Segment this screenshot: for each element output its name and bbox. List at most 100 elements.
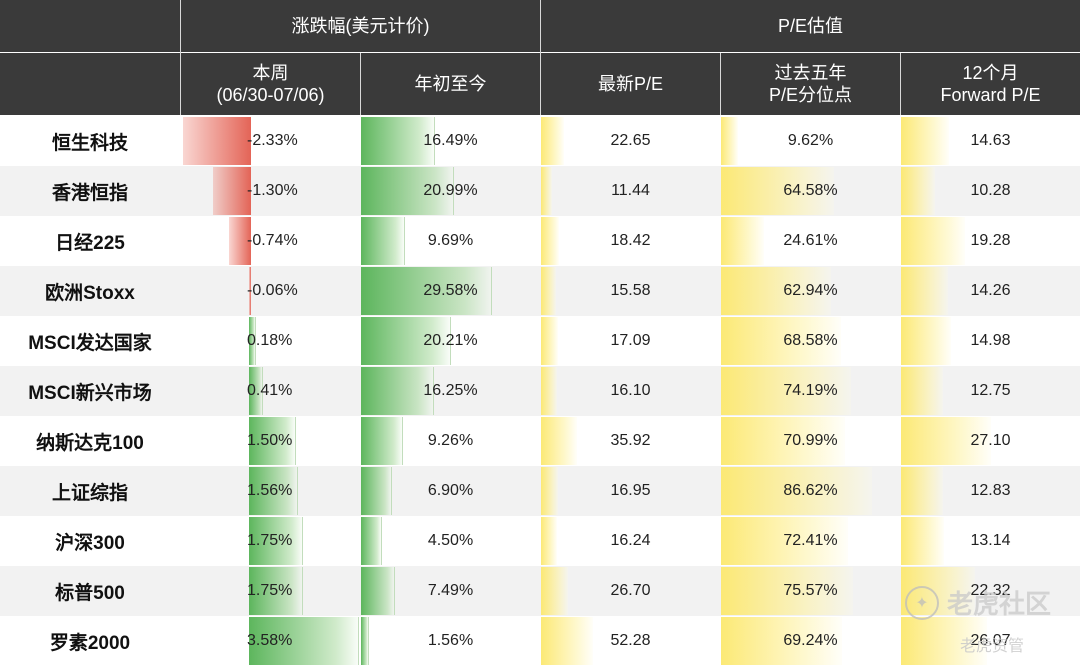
week-change-bar	[249, 367, 263, 415]
ytd-change-cell: 9.69%	[361, 217, 540, 265]
ytd-change-value: 6.90%	[427, 482, 474, 499]
pe-percentile-value: 9.62%	[787, 132, 834, 149]
forward-pe-cell: 14.98	[901, 317, 1080, 365]
latest-pe-value: 17.09	[610, 332, 651, 349]
week-change-value: 0.18%	[247, 332, 293, 349]
pe-percentile-cell: 70.99%	[721, 417, 900, 465]
week-change-value: 3.58%	[247, 632, 293, 649]
week-change-cell: -2.33%	[181, 117, 360, 165]
ytd-change-cell: 6.90%	[361, 467, 540, 515]
ytd-change-bar	[361, 167, 455, 215]
ytd-change-cell: 16.49%	[361, 117, 540, 165]
header-col-ytd: 年初至今	[414, 74, 487, 94]
pe-percentile-value: 69.24%	[783, 632, 838, 649]
week-change-bar	[183, 117, 251, 165]
latest-pe-bar	[541, 367, 557, 415]
latest-pe-value: 26.70	[610, 582, 651, 599]
latest-pe-bar	[541, 617, 593, 665]
forward-pe-cell: 14.63	[901, 117, 1080, 165]
latest-pe-cell: 52.28	[541, 617, 720, 665]
row-label: MSCI新兴市场	[28, 382, 152, 404]
pe-percentile-value: 62.94%	[783, 282, 838, 299]
pe-percentile-cell: 9.62%	[721, 117, 900, 165]
table-row: 日经225 -0.74% 9.69% 18.42 24.61% 19.28	[0, 216, 1080, 266]
ytd-change-cell: 16.25%	[361, 367, 540, 415]
tiger-logo-icon: ✦	[905, 585, 939, 620]
pe-percentile-bar	[721, 367, 851, 415]
ytd-change-bar	[361, 467, 393, 515]
week-change-value: 1.75%	[247, 582, 293, 599]
forward-pe-bar	[901, 417, 991, 465]
table-row: 沪深300 1.75% 4.50% 16.24 72.41% 13.14	[0, 516, 1080, 566]
forward-pe-bar	[901, 317, 951, 365]
forward-pe-bar	[901, 117, 950, 165]
ytd-change-value: 20.99%	[423, 182, 478, 199]
week-change-cell: 1.75%	[181, 517, 360, 565]
latest-pe-cell: 17.09	[541, 317, 720, 365]
ytd-change-bar	[361, 367, 434, 415]
header-col-fwd: 12个月 Forward P/E	[940, 63, 1041, 105]
pe-percentile-value: 72.41%	[783, 532, 838, 549]
ytd-change-cell: 1.56%	[361, 617, 540, 665]
row-label: 标普500	[55, 582, 125, 604]
ytd-change-bar	[361, 417, 403, 465]
pe-percentile-value: 68.58%	[783, 332, 838, 349]
table-row: 标普500 1.75% 7.49% 26.70 75.57% 22.32	[0, 566, 1080, 616]
forward-pe-bar	[901, 617, 988, 665]
forward-pe-value: 12.83	[970, 482, 1011, 499]
header-group-pe: P/E估值	[777, 16, 843, 36]
table-row: 上证综指 1.56% 6.90% 16.95 86.62% 12.83	[0, 466, 1080, 516]
pe-percentile-cell: 62.94%	[721, 267, 900, 315]
ytd-change-bar	[361, 517, 382, 565]
week-change-value: 1.75%	[247, 532, 293, 549]
forward-pe-value: 10.28	[970, 182, 1011, 199]
latest-pe-value: 52.28	[610, 632, 651, 649]
week-change-cell: 1.50%	[181, 417, 360, 465]
pe-percentile-cell: 68.58%	[721, 317, 900, 365]
week-change-cell: 3.58%	[181, 617, 360, 665]
ytd-change-value: 1.56%	[427, 632, 474, 649]
row-label: 沪深300	[55, 532, 125, 554]
forward-pe-cell: 27.10	[901, 417, 1080, 465]
pe-percentile-cell: 86.62%	[721, 467, 900, 515]
forward-pe-value: 13.14	[970, 532, 1011, 549]
week-change-bar	[249, 567, 304, 615]
ytd-change-value: 7.49%	[427, 582, 474, 599]
ytd-change-bar	[361, 117, 435, 165]
week-change-value: -0.74%	[247, 232, 298, 249]
pe-percentile-cell: 74.19%	[721, 367, 900, 415]
latest-pe-value: 18.42	[610, 232, 651, 249]
pe-percentile-bar	[721, 217, 764, 265]
ytd-change-value: 20.21%	[423, 332, 478, 349]
forward-pe-bar	[901, 267, 949, 315]
forward-pe-value: 26.07	[970, 632, 1011, 649]
latest-pe-cell: 16.24	[541, 517, 720, 565]
forward-pe-value: 22.32	[970, 582, 1011, 599]
week-change-value: 1.56%	[247, 482, 293, 499]
latest-pe-cell: 16.95	[541, 467, 720, 515]
pe-percentile-cell: 64.58%	[721, 167, 900, 215]
week-change-bar	[213, 167, 251, 215]
latest-pe-value: 16.24	[610, 532, 651, 549]
latest-pe-cell: 22.65	[541, 117, 720, 165]
week-change-bar	[249, 267, 251, 315]
week-change-value: -2.33%	[247, 132, 298, 149]
forward-pe-cell: 26.07	[901, 617, 1080, 665]
latest-pe-cell: 26.70	[541, 567, 720, 615]
week-change-cell: 0.18%	[181, 317, 360, 365]
forward-pe-bar	[901, 167, 935, 215]
watermark-subtext: 老虎资管	[960, 638, 1025, 655]
header-divider	[720, 53, 721, 115]
week-change-bar	[229, 217, 251, 265]
row-label: 恒生科技	[51, 132, 128, 154]
row-label: 香港恒指	[51, 182, 128, 204]
ytd-change-cell: 20.99%	[361, 167, 540, 215]
week-change-cell: -1.30%	[181, 167, 360, 215]
latest-pe-bar	[541, 117, 564, 165]
week-change-bar	[249, 517, 304, 565]
table-row: MSCI发达国家 0.18% 20.21% 17.09 68.58% 14.98	[0, 316, 1080, 366]
ytd-change-bar	[361, 317, 451, 365]
latest-pe-bar	[541, 517, 558, 565]
pe-percentile-bar	[721, 117, 738, 165]
latest-pe-bar	[541, 317, 558, 365]
